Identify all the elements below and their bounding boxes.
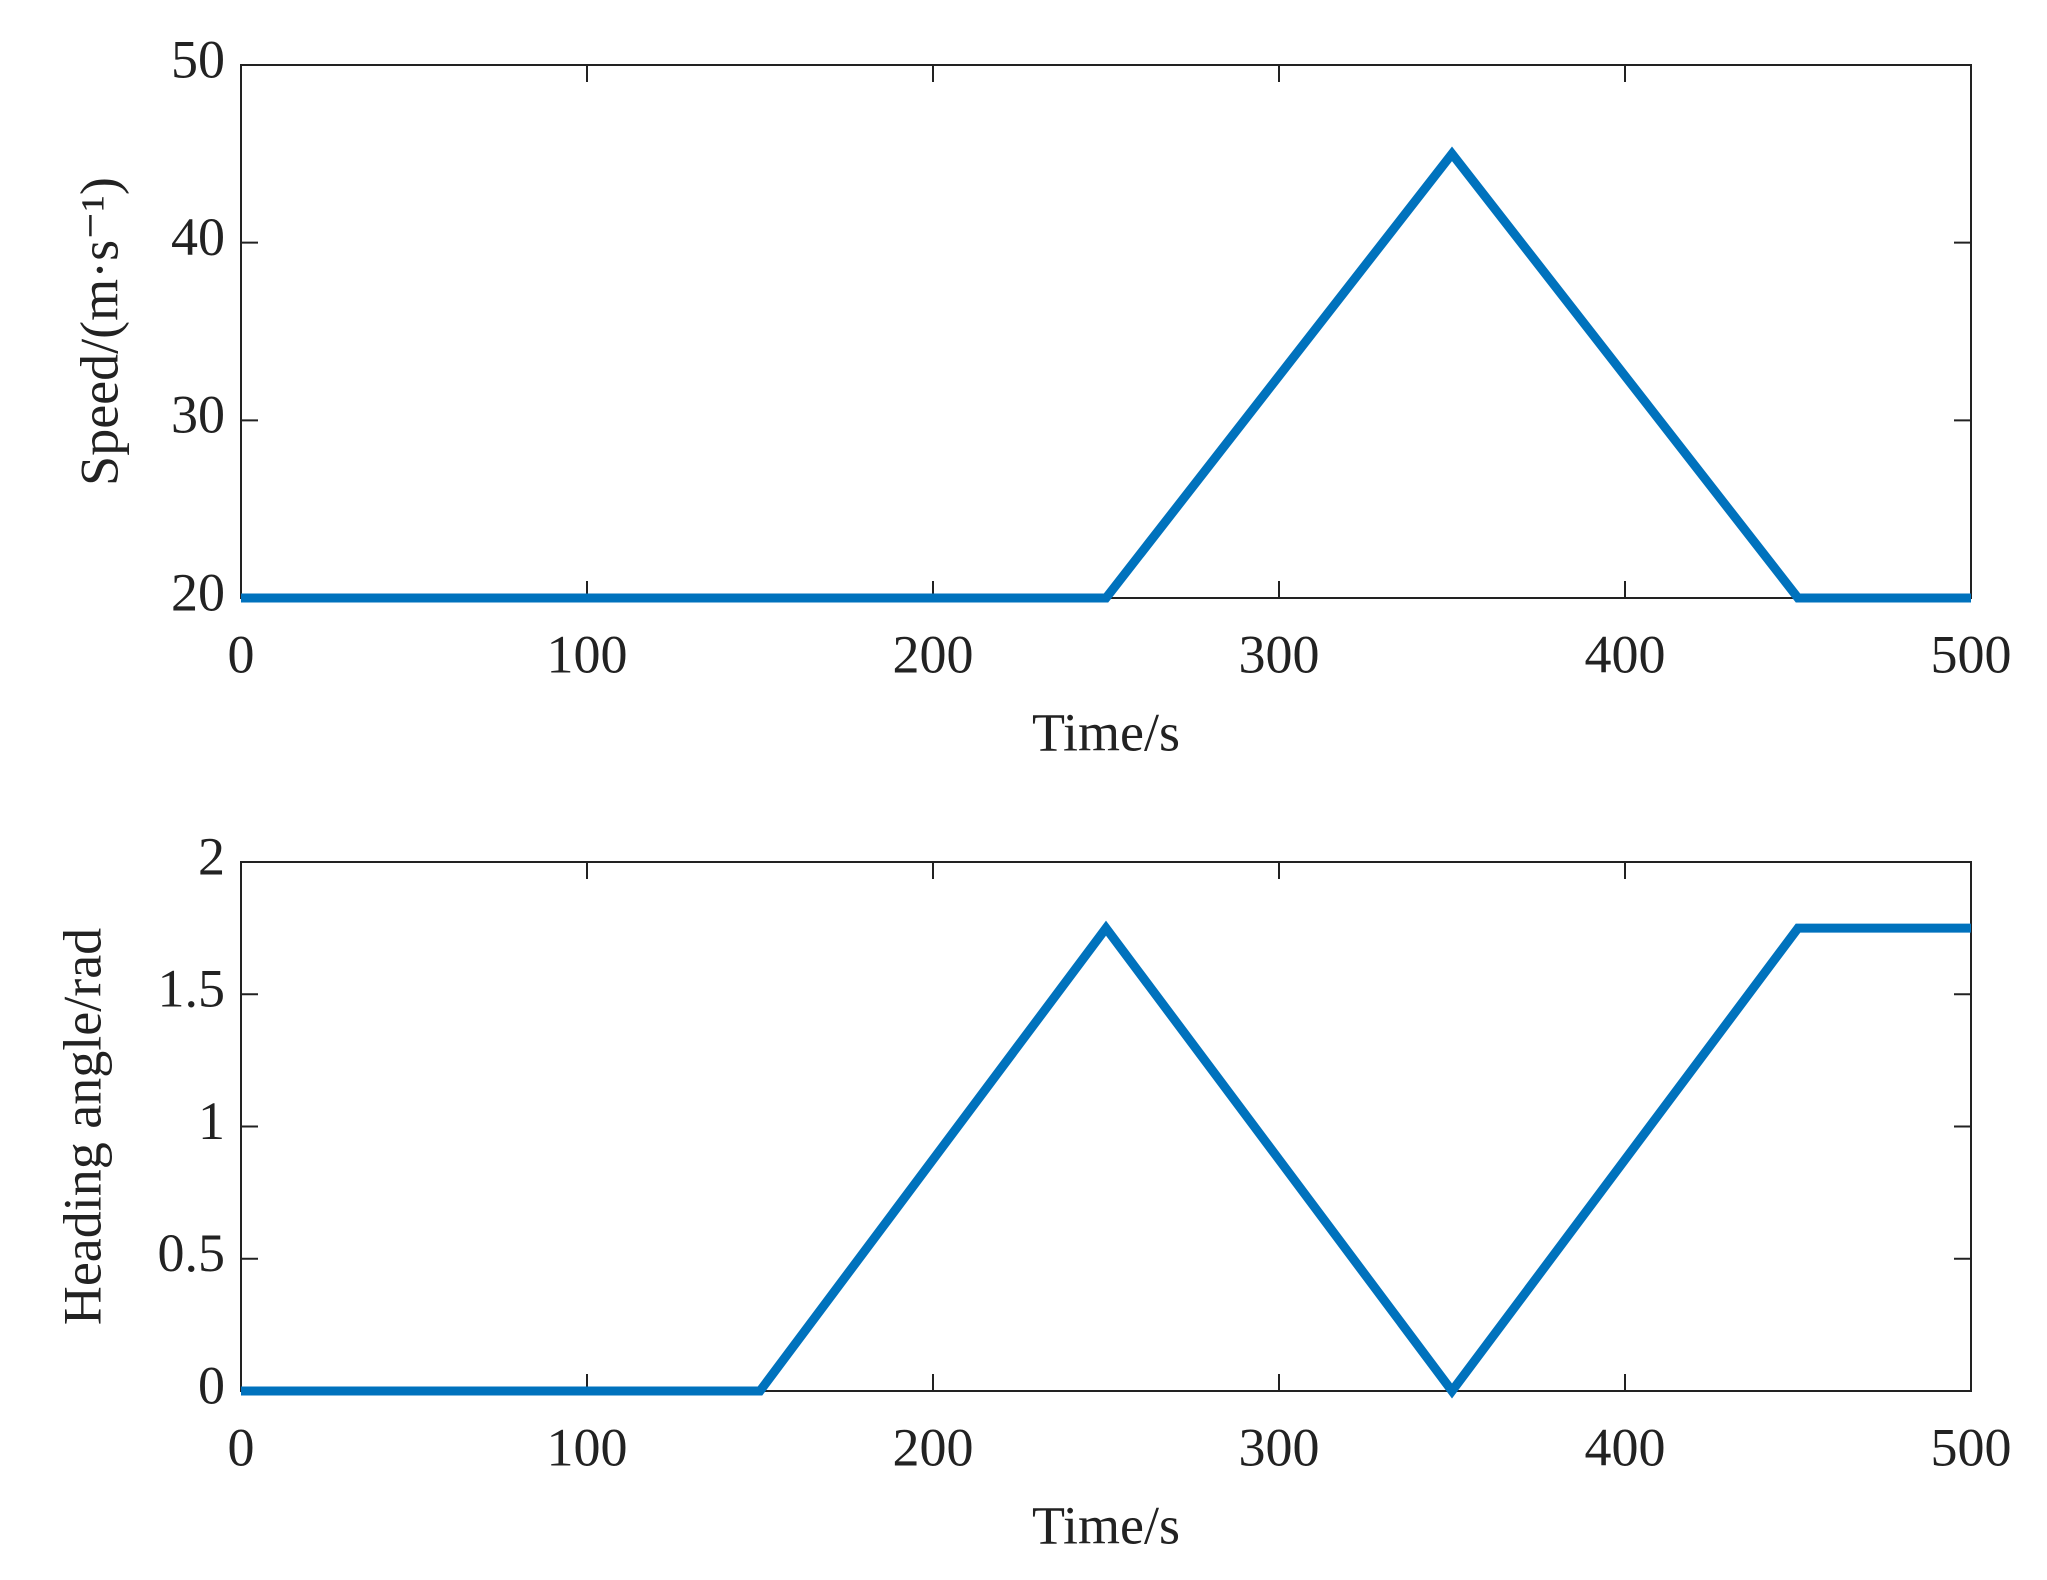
- y-tick-label: 40: [171, 207, 225, 267]
- x-tick-label: 500: [1931, 1417, 2012, 1477]
- y-tick-label: 0.5: [158, 1223, 226, 1283]
- y-tick-label: 50: [171, 29, 225, 89]
- x-axis-label: Time/s: [1032, 1495, 1180, 1555]
- x-tick-label: 400: [1585, 624, 1666, 684]
- x-tick-label: 200: [893, 624, 974, 684]
- data-line: [241, 920, 1971, 1399]
- x-tick-label: 400: [1585, 1417, 1666, 1477]
- x-tick-label: 300: [1239, 624, 1320, 684]
- x-tick-label: 0: [228, 624, 255, 684]
- y-tick-label: 1: [198, 1091, 225, 1151]
- x-tick-label: 100: [547, 624, 628, 684]
- y-tick-label: 2: [198, 826, 225, 886]
- x-tick-label: 0: [228, 1417, 255, 1477]
- y-tick-label: 0: [198, 1355, 225, 1415]
- axes-box: [240, 64, 1972, 599]
- data-line: [241, 146, 1971, 603]
- y-axis-label: Heading angle/rad: [52, 928, 112, 1325]
- axes-box: [240, 861, 1972, 1392]
- y-tick-label: 30: [171, 385, 225, 445]
- x-tick-label: 500: [1931, 624, 2012, 684]
- y-axis-label: Speed/(m·s⁻¹): [69, 177, 129, 486]
- x-tick-label: 300: [1239, 1417, 1320, 1477]
- y-tick-label: 1.5: [158, 959, 226, 1019]
- x-axis-label: Time/s: [1032, 702, 1180, 762]
- y-tick-label: 20: [171, 562, 225, 622]
- x-tick-label: 200: [893, 1417, 974, 1477]
- x-tick-label: 100: [547, 1417, 628, 1477]
